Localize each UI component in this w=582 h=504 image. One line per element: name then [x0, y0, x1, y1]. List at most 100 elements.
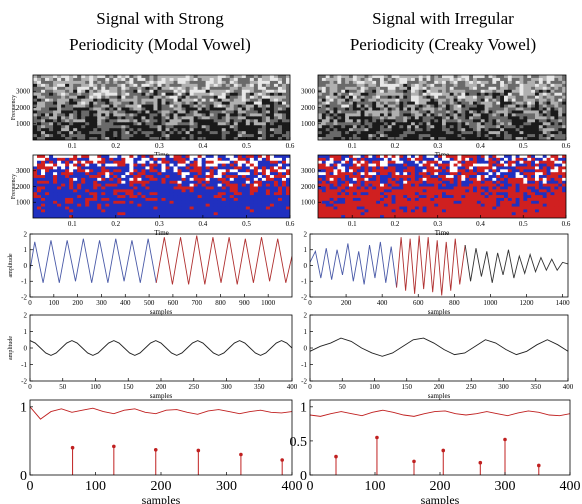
spectrogram-texture [446, 113, 450, 116]
spectrogram-texture [318, 166, 322, 169]
spectrogram-texture [89, 155, 94, 158]
spectrogram-texture [496, 134, 500, 137]
spectrogram-texture [97, 192, 102, 195]
spectrogram-texture [117, 201, 122, 204]
spectrogram-texture [137, 75, 142, 78]
spectrogram-texture [133, 175, 138, 178]
spectrogram-texture [430, 161, 434, 164]
spectrogram-texture [282, 75, 287, 78]
spectrogram-texture [438, 93, 442, 96]
spectrogram-texture [117, 184, 122, 187]
spectrogram-texture [278, 113, 283, 116]
column-title: Periodicity (Creaky Vowel) [350, 35, 536, 54]
spectrogram-texture [190, 175, 195, 178]
spectrogram-texture [337, 201, 341, 204]
spectrogram-texture [182, 84, 187, 87]
spectrogram-texture [392, 181, 396, 184]
spectrogram-texture [508, 110, 512, 113]
spectrogram-texture [531, 113, 535, 116]
spectrogram-texture [113, 178, 118, 181]
spectrogram-texture [198, 192, 203, 195]
spectrogram-texture [458, 122, 462, 125]
spectrogram-texture [558, 78, 562, 81]
spectrogram-texture [508, 81, 512, 84]
spectrogram-texture [523, 93, 527, 96]
spectrogram-texture [254, 204, 259, 207]
spectrogram-texture [121, 96, 126, 99]
spectrogram-texture [162, 198, 167, 201]
spectrogram-texture [353, 113, 357, 116]
spectrogram-texture [345, 128, 349, 131]
spectrogram-texture [198, 195, 203, 198]
spectrogram-texture [399, 158, 403, 161]
spectrogram-texture [254, 172, 259, 175]
spectrogram-texture [230, 116, 235, 119]
spectrogram-texture [365, 184, 369, 187]
spectrogram-texture [349, 102, 353, 105]
spectrogram-texture [266, 131, 271, 134]
spectrogram-texture [423, 122, 427, 125]
spectrogram-texture [266, 105, 271, 108]
spectrogram-texture [190, 113, 195, 116]
spectrogram-texture [330, 96, 334, 99]
spectrogram-texture [246, 131, 251, 134]
spectrogram-texture [166, 75, 171, 78]
spectrogram-texture [77, 184, 82, 187]
spectrogram-texture [145, 155, 150, 158]
spectrogram-texture [266, 201, 271, 204]
spectrogram-texture [357, 108, 361, 111]
spectrogram-texture [45, 161, 50, 164]
spectrogram-texture [535, 105, 539, 108]
spectrogram-texture [368, 175, 372, 178]
spectrogram-texture [399, 198, 403, 201]
spectrogram-texture [554, 134, 558, 137]
spectrogram-texture [551, 110, 555, 113]
spectrogram-texture [49, 201, 54, 204]
spectrogram-texture [93, 113, 98, 116]
spectrogram-texture [121, 131, 126, 134]
spectrogram-texture [361, 90, 365, 93]
spectrogram-texture [157, 155, 162, 158]
spectrogram-texture [129, 155, 134, 158]
spectrogram-texture [121, 198, 126, 201]
spectrogram-texture [376, 166, 380, 169]
spectrogram-texture [492, 128, 496, 131]
spectrogram-texture [349, 87, 353, 90]
spectrogram-texture [198, 113, 203, 116]
spectrogram-texture [198, 125, 203, 128]
spectrogram-texture [458, 113, 462, 116]
spectrogram-texture [372, 155, 376, 158]
spectrogram-texture [145, 195, 150, 198]
spectrogram-texture [65, 172, 70, 175]
spectrogram-texture [141, 181, 146, 184]
spectrogram-texture [531, 110, 535, 113]
spectrogram-texture [162, 78, 167, 81]
spectrogram-texture [403, 204, 407, 207]
spectrogram-texture [85, 87, 90, 90]
spectrogram-texture [266, 102, 271, 105]
spectrogram-texture [380, 134, 384, 137]
spectrogram-texture [531, 119, 535, 122]
spectrogram-texture [61, 184, 66, 187]
spectrogram-texture [61, 125, 66, 128]
spectrogram-texture [500, 116, 504, 119]
spectrogram-texture [157, 161, 162, 164]
spectrogram-texture [399, 102, 403, 105]
spectrogram-texture [450, 116, 454, 119]
spectrogram-texture [558, 93, 562, 96]
spectrogram-texture [282, 90, 287, 93]
spectrogram-texture [407, 105, 411, 108]
spectrogram-texture [238, 96, 243, 99]
spectrogram-texture [113, 158, 118, 161]
spectrogram-texture [508, 119, 512, 122]
spectrogram-texture [157, 169, 162, 172]
spectrogram-texture [446, 93, 450, 96]
spectrogram-texture [262, 128, 267, 131]
spectrogram-texture [141, 125, 146, 128]
spectrogram-texture [539, 113, 543, 116]
spectrogram-texture [496, 96, 500, 99]
spectrogram-texture [461, 113, 465, 116]
spectrogram-texture [415, 175, 419, 178]
spectrogram-texture [186, 155, 191, 158]
spectrogram-texture [330, 78, 334, 81]
